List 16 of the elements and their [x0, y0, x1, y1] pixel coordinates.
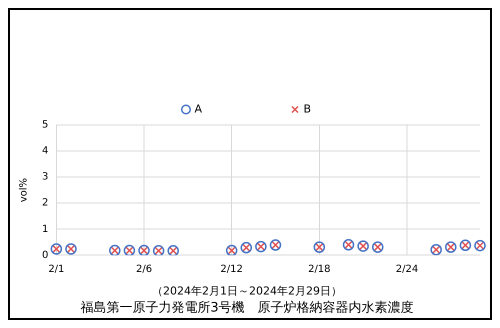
y-tick-label: 0 [42, 250, 48, 261]
y-tick-label: 3 [42, 172, 48, 183]
x-tick-label: 2/18 [308, 264, 331, 275]
y-tick-label: 2 [42, 198, 48, 209]
x-tick-label: 2/24 [396, 264, 418, 275]
legend-label: A [194, 102, 202, 116]
y-tick-label: 5 [42, 120, 48, 131]
legend-label: B [303, 102, 312, 116]
y-axis-title: vol% [18, 178, 30, 202]
x-tick-label: 2/1 [48, 264, 64, 275]
text: （2024年2月1日～2024年2月29日） [152, 284, 342, 298]
y-tick-label: 1 [42, 224, 48, 235]
y-tick-label: 4 [42, 146, 48, 157]
x-tick-label: 2/6 [136, 264, 152, 275]
text: 福島第一原子力発電所3号機 原子炉格納容器内水素濃度 [80, 300, 414, 316]
x-tick-label: 2/12 [220, 264, 243, 275]
